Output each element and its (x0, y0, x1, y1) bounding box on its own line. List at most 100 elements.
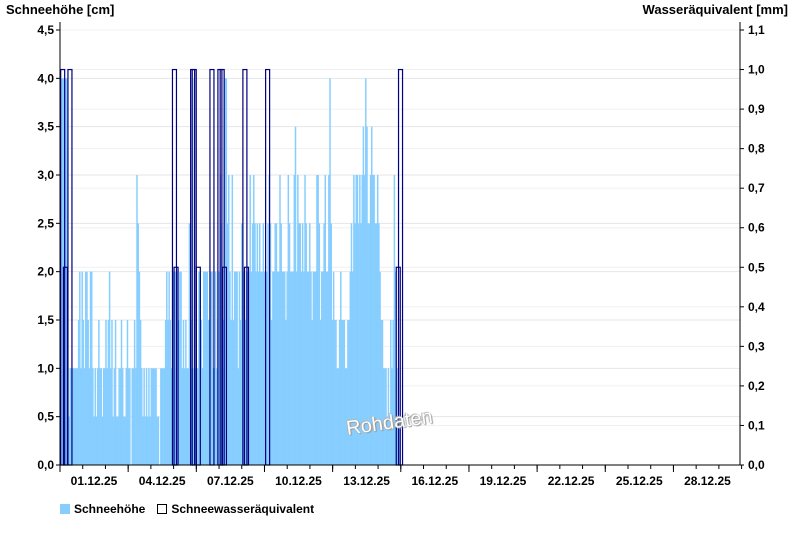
snow-depth-bar-205 (304, 175, 306, 465)
snow-depth-bar-99 (177, 320, 180, 465)
snow-depth-bar-51 (120, 320, 123, 465)
snow-depth-bar-113 (194, 368, 197, 465)
snow-depth-bar-147 (235, 271, 237, 465)
snow-depth-bar-19 (82, 320, 85, 465)
snow-depth-bar-245 (351, 271, 354, 465)
left-tick-label-0: 0,0 (37, 458, 54, 472)
snow-depth-bar-160 (250, 271, 253, 465)
snow-depth-bar-257 (366, 126, 368, 466)
snow-depth-bar-80 (155, 368, 157, 465)
snow-depth-bar-244 (350, 223, 353, 465)
snow-depth-bar-265 (375, 223, 378, 465)
snow-depth-bar-145 (232, 320, 235, 465)
snow-depth-bar-202 (300, 271, 303, 465)
snow-depth-bar-73 (146, 416, 149, 465)
snow-depth-bar-14 (76, 368, 79, 465)
right-tick-label-3: 0,3 (748, 339, 765, 353)
snow-depth-bar-54 (124, 416, 126, 465)
snow-depth-bar-227 (330, 223, 332, 465)
snow-depth-bar-104 (183, 368, 186, 465)
right-tick-label-1: 0,1 (748, 418, 765, 432)
snow-depth-bar-213 (313, 271, 316, 465)
right-tick-label-2: 0,2 (748, 379, 765, 393)
snow-depth-bar-284 (398, 416, 400, 465)
x-tick-label-7: 22.12.25 (548, 474, 595, 488)
snow-depth-bar-220 (322, 271, 324, 465)
snow-depth-bar-164 (255, 271, 257, 465)
snow-depth-bar-212 (312, 271, 315, 465)
snow-depth-bar-119 (201, 368, 204, 465)
left-tick-label-3: 1,5 (37, 313, 54, 327)
snow-depth-bar-204 (303, 271, 305, 465)
right-tick-label-5: 0,5 (748, 260, 765, 274)
snow-depth-bar-252 (360, 223, 362, 465)
right-tick-label-10: 1,0 (748, 63, 765, 77)
snow-depth-bar-85 (161, 368, 163, 465)
snow-depth-bar-261 (371, 126, 373, 466)
snow-depth-bar-150 (238, 271, 241, 465)
snow-depth-bar-269 (380, 320, 383, 465)
snow-depth-bar-223 (325, 271, 328, 465)
snow-depth-bar-88 (164, 320, 167, 465)
snow-depth-bar-122 (205, 271, 207, 465)
snow-depth-bar-11 (73, 368, 75, 465)
snow-depth-bar-186 (281, 271, 284, 465)
x-tick-label-2: 07.12.25 (207, 474, 254, 488)
snow-depth-bar-148 (236, 271, 238, 465)
snow-depth-bar-16 (79, 271, 81, 465)
snow-depth-bar-87 (163, 368, 166, 465)
snow-depth-bar-198 (295, 271, 298, 465)
chart-legend: Schneehöhe Schneewasseräquivalent (60, 502, 326, 516)
snow-depth-bar-184 (279, 175, 281, 465)
snow-depth-bar-131 (216, 368, 218, 465)
snow-depth-bar-63 (135, 368, 137, 465)
snow-depth-bar-270 (381, 320, 384, 465)
snow-depth-bar-165 (256, 223, 259, 465)
snow-depth-bar-1 (61, 78, 63, 465)
snow-depth-bar-182 (276, 271, 279, 465)
snow-depth-bar-48 (117, 416, 119, 465)
snow-depth-bar-170 (262, 223, 265, 465)
snow-depth-bar-189 (285, 320, 287, 465)
snow-depth-bar-174 (267, 223, 269, 465)
snow-depth-bar-12 (74, 368, 76, 465)
snow-depth-bar-92 (169, 320, 172, 465)
snow-depth-bar-35 (101, 416, 104, 465)
snow-depth-bar-106 (186, 368, 188, 465)
snow-depth-bar-50 (119, 368, 122, 465)
snow-depth-bar-70 (143, 368, 145, 465)
snow-depth-bar-127 (211, 271, 213, 465)
snow-depth-bar-17 (80, 368, 82, 465)
snow-depth-bar-62 (133, 320, 136, 465)
left-tick-label-5: 2,5 (37, 216, 54, 230)
snow-depth-bar-90 (167, 320, 169, 465)
snow-depth-bar-86 (162, 368, 164, 465)
snow-depth-bar-49 (118, 368, 120, 465)
snow-depth-bar-177 (270, 320, 273, 465)
snow-depth-bar-207 (306, 271, 309, 465)
snow-depth-bar-72 (145, 368, 148, 465)
snow-depth-bar-123 (206, 271, 209, 465)
snow-depth-bar-241 (347, 320, 349, 465)
snow-depth-bar-66 (138, 271, 141, 465)
left-tick-label-6: 3,0 (37, 168, 54, 182)
x-tick-label-6: 19.12.25 (480, 474, 527, 488)
snow-depth-bar-8 (69, 368, 72, 465)
snow-depth-bar-214 (315, 271, 317, 465)
snow-depth-bar-217 (318, 223, 321, 465)
snow-depth-bar-26 (90, 271, 93, 465)
snow-depth-bar-191 (287, 175, 290, 465)
left-tick-label-1: 0,5 (37, 410, 54, 424)
snow-depth-bar-46 (114, 320, 117, 465)
snow-depth-bar-183 (278, 271, 280, 465)
snow-depth-bar-118 (200, 320, 203, 465)
snow-depth-bar-56 (126, 320, 129, 465)
snow-depth-bar-255 (363, 175, 366, 465)
left-tick-label-8: 4,0 (37, 71, 54, 85)
snow-depth-bar-20 (83, 368, 86, 465)
snow-depth-bar-239 (344, 368, 347, 465)
snow-depth-bar-24 (88, 368, 91, 465)
legend-label-snow-depth: Schneehöhe (74, 502, 146, 516)
snow-depth-bar-216 (317, 175, 319, 465)
snow-depth-bar-71 (144, 416, 147, 465)
